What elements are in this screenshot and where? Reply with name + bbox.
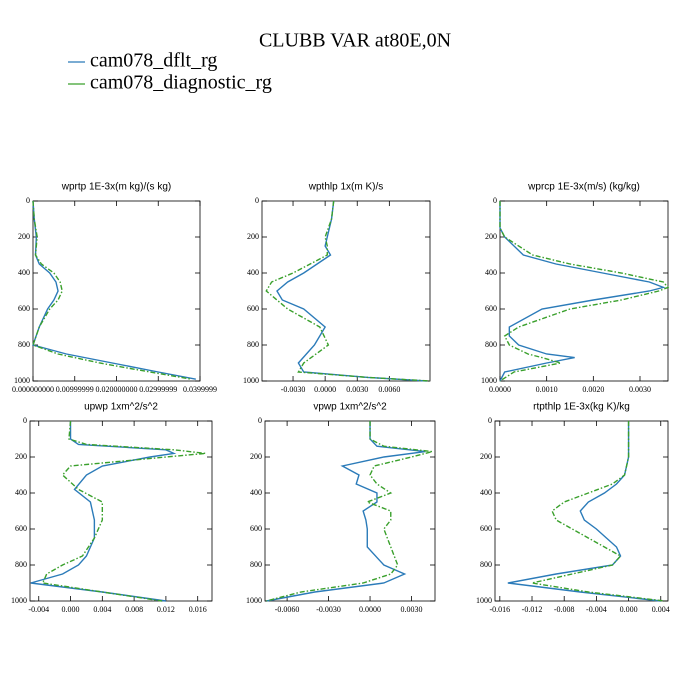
y-tick-label: 200 [18,232,30,241]
x-tick-label: 0.0030 [629,385,651,394]
y-tick-label: 1000 [14,376,30,385]
profile-line [531,421,665,602]
x-tick-label: -0.004 [586,605,607,614]
x-tick-label: 0.0399999 [183,385,217,394]
x-tick-label: 0.0060 [378,385,400,394]
x-tick-label: 0.004 [93,605,111,614]
y-tick-label: 800 [250,560,262,569]
x-tick-label: 0.0020 [582,385,604,394]
x-tick-label: 0.000 [62,605,80,614]
y-tick-label: 0 [26,196,30,205]
x-tick-label: 0.000 [620,605,638,614]
x-tick-label: 0.016 [189,605,207,614]
x-tick-label: 0.012 [157,605,175,614]
x-tick-label: 0.000000000 [12,385,54,394]
figure-title: CLUBB VAR at80E,0N [259,30,451,52]
y-tick-label: 1000 [11,596,27,605]
plot-frame [261,200,431,382]
y-tick-label: 1000 [476,596,492,605]
x-tick-label: -0.004 [28,605,49,614]
x-tick-label: 0.02999999 [139,385,177,394]
x-tick-label: 0.0000 [489,385,511,394]
x-tick-label: -0.016 [489,605,510,614]
y-tick-label: 0 [493,196,497,205]
y-tick-label: 200 [480,452,492,461]
x-tick-label: -0.0060 [275,605,300,614]
y-tick-label: 800 [247,340,259,349]
x-tick-label: 0.004 [652,605,670,614]
y-tick-label: 400 [247,268,259,277]
legend-label: cam078_diagnostic_rg [90,72,272,94]
y-tick-label: 0 [488,416,492,425]
panel-title: rtpthlp 1E-3x(kg K)/kg [533,402,630,413]
y-tick-label: 0 [255,196,259,205]
x-tick-label: 0.020000000 [96,385,138,394]
plot-frame [499,200,669,382]
y-tick-label: 1000 [246,596,262,605]
x-tick-label: 0.0000 [359,605,381,614]
y-tick-label: 200 [250,452,262,461]
y-tick-label: 600 [15,524,27,533]
y-tick-label: 200 [485,232,497,241]
panel-title: wpthlp 1x(m K)/s [308,182,383,193]
y-tick-label: 1000 [243,376,259,385]
x-tick-label: 0.0030 [401,605,423,614]
y-tick-label: 0 [258,416,262,425]
y-tick-label: 600 [480,524,492,533]
plot-frame [264,420,436,602]
y-tick-label: 600 [250,524,262,533]
x-tick-label: -0.012 [522,605,543,614]
panel-title: vpwp 1xm^2/s^2 [313,402,387,413]
x-tick-label: 0.0000 [314,385,336,394]
plot-frame [29,420,213,602]
y-tick-label: 800 [15,560,27,569]
x-tick-label: 0.008 [125,605,143,614]
y-tick-label: 800 [485,340,497,349]
profile-line [30,421,177,602]
x-tick-label: 0.00999999 [56,385,94,394]
legend-label: cam078_dflt_rg [90,50,217,72]
x-tick-label: -0.0030 [281,385,306,394]
y-tick-label: 200 [247,232,259,241]
y-tick-label: 200 [15,452,27,461]
y-tick-label: 400 [485,268,497,277]
profile-line [266,421,426,602]
y-tick-label: 400 [15,488,27,497]
panel-title: upwp 1xm^2/s^2 [84,402,158,413]
y-tick-label: 600 [247,304,259,313]
profile-line [32,200,192,380]
y-tick-label: 600 [485,304,497,313]
y-tick-label: 1000 [481,376,497,385]
y-tick-label: 400 [18,268,30,277]
profile-line [41,420,206,602]
x-tick-label: 0.0010 [536,385,558,394]
x-tick-label: -0.008 [554,605,575,614]
x-tick-label: 0.0030 [346,385,368,394]
profile-line [276,200,427,382]
panel-title: wprtp 1E-3x(m kg)/(s kg) [61,182,171,193]
y-tick-label: 400 [480,488,492,497]
profile-line [507,421,661,602]
panel-title: wprcp 1E-3x(m/s) (kg/kg) [527,182,640,193]
profile-line [499,201,666,382]
y-tick-label: 400 [250,488,262,497]
x-tick-label: -0.0030 [316,605,341,614]
y-tick-label: 800 [480,560,492,569]
profile-line [499,201,670,382]
y-tick-label: 800 [18,340,30,349]
plot-frame [494,420,669,602]
y-tick-label: 0 [23,416,27,425]
y-tick-label: 600 [18,304,30,313]
